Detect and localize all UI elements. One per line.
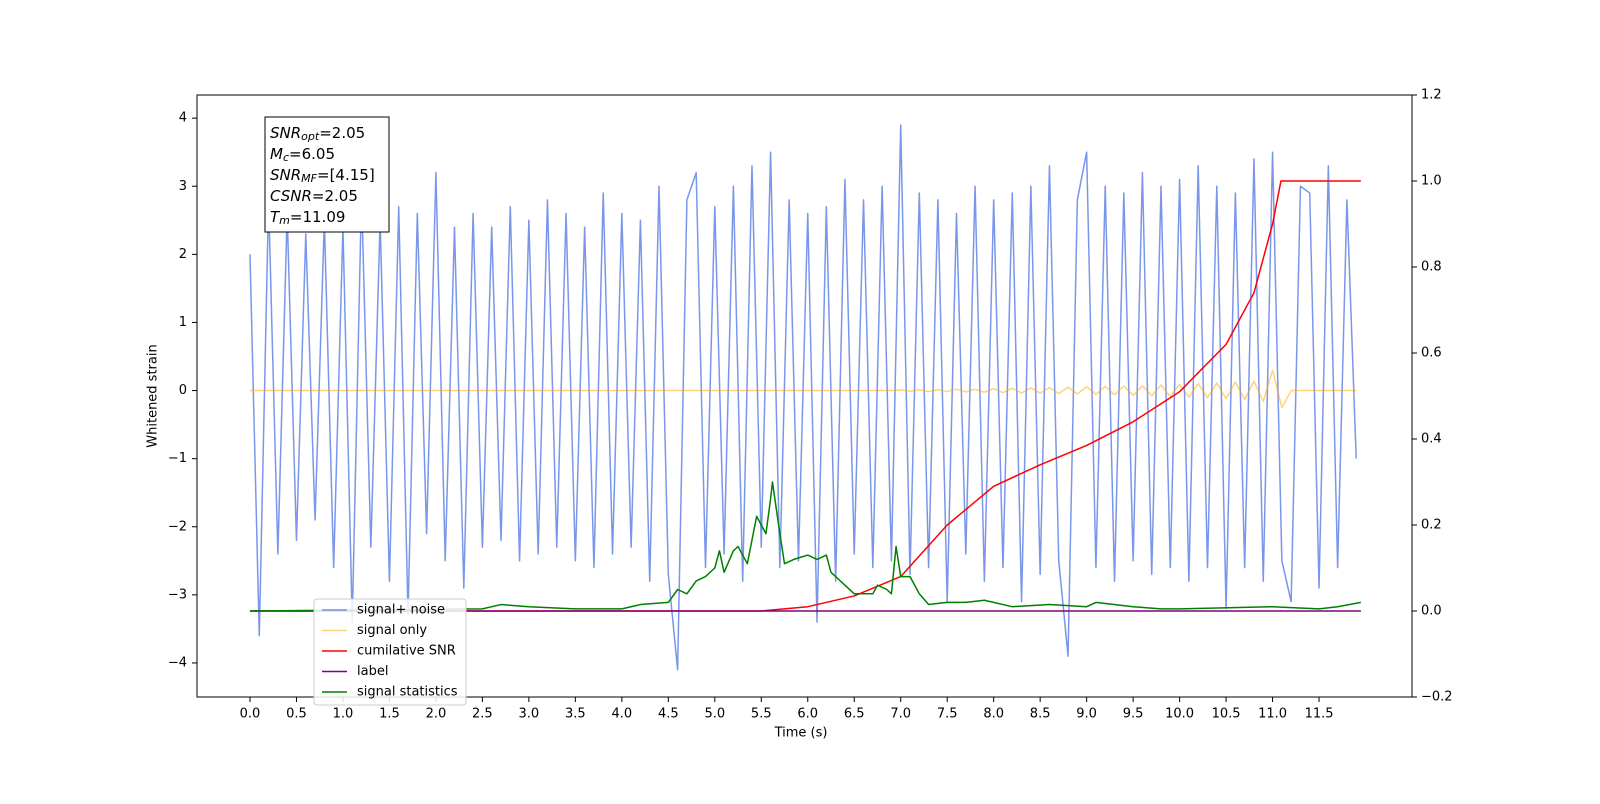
annotation-symbol: M <box>270 145 283 163</box>
y2-tick-label: 0.2 <box>1421 518 1442 533</box>
series-line <box>249 180 1361 612</box>
x-tick-label: 1.5 <box>379 707 400 722</box>
y2-tick-label: 1.0 <box>1421 174 1442 189</box>
annotation-line: SNRopt=2.05 <box>270 124 365 144</box>
x-tick-label: 11.0 <box>1258 707 1287 722</box>
annotation-subscript: c <box>283 151 289 164</box>
y-axis-label: Whitened strain <box>146 344 161 447</box>
annotation-symbol: CSNR <box>270 187 312 205</box>
x-tick-label: 3.0 <box>519 707 540 722</box>
x-tick-label: 5.0 <box>704 707 725 722</box>
annotation-value: =2.05 <box>319 124 365 142</box>
x-tick-label: 8.0 <box>983 707 1004 722</box>
x-tick-label: 6.5 <box>844 707 865 722</box>
x-tick-label: 11.5 <box>1305 707 1334 722</box>
y-tick-label: 4 <box>179 111 187 126</box>
legend-label: label <box>357 664 388 679</box>
x-tick-label: 6.0 <box>797 707 818 722</box>
annotation-symbol: SNR <box>270 166 301 184</box>
legend-label: cumilative SNR <box>357 644 456 659</box>
x-tick-label: 9.0 <box>1076 707 1097 722</box>
y-tick-label: −4 <box>168 655 187 670</box>
series-line <box>249 124 1357 671</box>
x-tick-label: 0.5 <box>286 707 307 722</box>
x-tick-label: 9.5 <box>1123 707 1144 722</box>
x-tick-label: 4.5 <box>658 707 679 722</box>
annotation-subscript: opt <box>301 130 320 143</box>
series-line <box>249 369 1357 409</box>
annotation-line: Tm=11.09 <box>270 208 345 228</box>
annotation-subscript: m <box>279 214 290 227</box>
x-tick-label: 7.0 <box>890 707 911 722</box>
x-tick-label: 10.0 <box>1165 707 1194 722</box>
y-tick-label: 3 <box>179 179 187 194</box>
y-tick-label: 0 <box>179 383 187 398</box>
annotation-line: SNRMF=[4.15] <box>270 166 375 186</box>
annotation-value: =2.05 <box>312 187 358 205</box>
x-tick-label: 2.0 <box>426 707 447 722</box>
annotation-line: CSNR=2.05 <box>270 187 358 205</box>
y-tick-label: −3 <box>168 587 187 602</box>
y2-tick-label: 0.6 <box>1421 346 1442 361</box>
y2-tick-label: 0.8 <box>1421 260 1442 275</box>
x-tick-label: 0.0 <box>240 707 261 722</box>
y2-tick-label: 0.4 <box>1421 432 1442 447</box>
y2-tick-label: −0.2 <box>1421 690 1453 705</box>
series-line <box>249 481 1362 612</box>
annotation-subscript: MF <box>301 172 317 185</box>
x-tick-label: 1.0 <box>333 707 354 722</box>
plot-area <box>249 124 1362 671</box>
annotation-symbol: SNR <box>270 124 301 142</box>
x-tick-label: 3.5 <box>565 707 586 722</box>
legend-label: signal+ noise <box>357 603 445 618</box>
y2-tick-label: 0.0 <box>1421 604 1442 619</box>
annotation-value: =6.05 <box>289 145 335 163</box>
x-tick-label: 10.5 <box>1212 707 1241 722</box>
legend-label: signal statistics <box>357 685 458 700</box>
x-tick-label: 2.5 <box>472 707 493 722</box>
x-tick-label: 5.5 <box>751 707 772 722</box>
y-tick-label: −1 <box>168 451 187 466</box>
x-tick-label: 4.0 <box>611 707 632 722</box>
y-tick-label: 1 <box>179 315 187 330</box>
y-tick-label: 2 <box>179 247 187 262</box>
y-tick-label: −2 <box>168 519 187 534</box>
y2-tick-label: 1.2 <box>1421 88 1442 103</box>
annotation-box <box>264 116 390 233</box>
annotation-line: Mc=6.05 <box>270 145 335 165</box>
annotation-value: =[4.15] <box>317 166 375 184</box>
x-tick-label: 7.5 <box>937 707 958 722</box>
x-tick-label: 8.5 <box>1030 707 1051 722</box>
legend-label: signal only <box>357 623 427 638</box>
annotation-symbol: T <box>270 208 281 226</box>
axes-frame <box>196 94 1413 698</box>
annotation-value: =11.09 <box>290 208 346 226</box>
legend-box <box>313 598 467 706</box>
x-axis-label: Time (s) <box>774 726 828 741</box>
